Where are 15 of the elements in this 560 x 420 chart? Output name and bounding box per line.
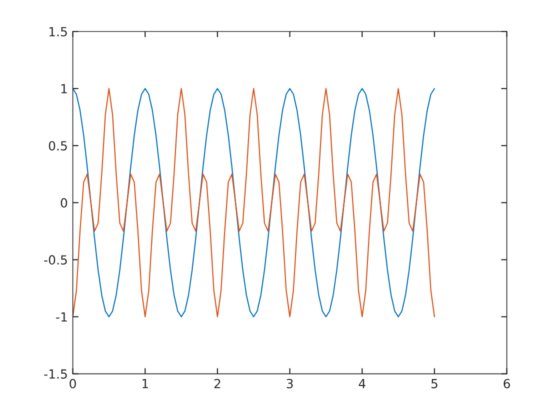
y-tick-label: 1 xyxy=(61,84,67,94)
y-tick-label: 1.5 xyxy=(49,27,67,36)
x-tick-label: 4 xyxy=(358,379,366,388)
y-tick-label: -1.5 xyxy=(44,369,67,379)
x-tick-label: 0 xyxy=(70,378,76,388)
x-tick-label: 3 xyxy=(286,378,293,388)
y-tick-label: 0 xyxy=(60,198,68,208)
x-tick-label: 1 xyxy=(142,379,148,388)
y-tick-label: -1 xyxy=(56,312,67,322)
y-tick-label: -0.5 xyxy=(44,255,67,265)
x-tick-label: 6 xyxy=(504,378,510,388)
x-tick-label: 2 xyxy=(214,378,220,388)
x-tick-label: 5 xyxy=(431,379,438,388)
y-tick-label: 0.5 xyxy=(48,141,67,151)
line-series xyxy=(72,88,436,318)
